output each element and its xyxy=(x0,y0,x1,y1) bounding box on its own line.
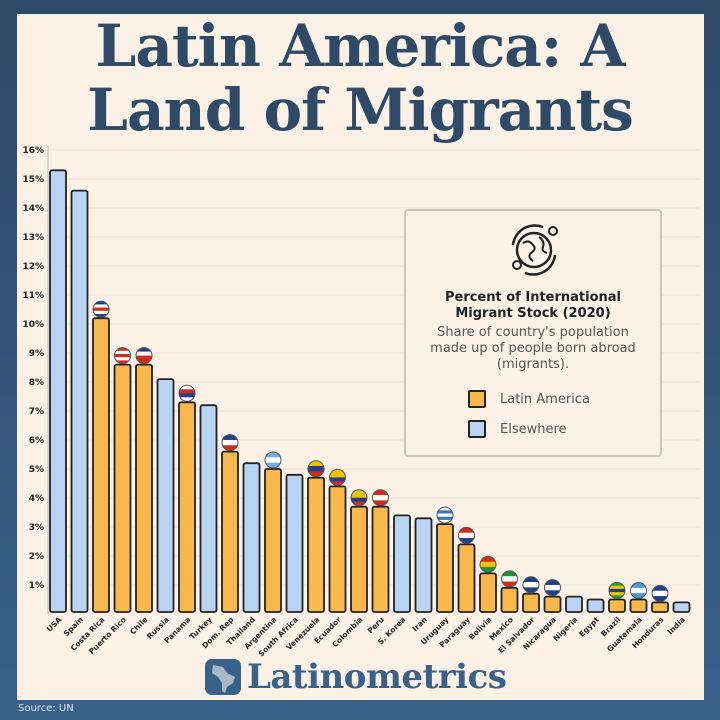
bar xyxy=(586,598,605,613)
legend-subtitle-line-3: (migrants). xyxy=(496,357,570,372)
bar xyxy=(672,601,691,613)
bar xyxy=(629,598,648,613)
flag-icon xyxy=(114,347,131,365)
y-tick-label: 2% xyxy=(29,552,44,562)
bar xyxy=(92,317,110,613)
legend-subtitle: Share of country's population made up of… xyxy=(406,325,660,373)
bar xyxy=(178,401,196,613)
flag-icon xyxy=(178,384,196,402)
flag-icon xyxy=(135,347,153,365)
y-tick-label: 10% xyxy=(22,320,44,330)
y-tick-label: 9% xyxy=(29,349,44,359)
title-line-2: Land of Migrants xyxy=(87,76,634,144)
y-tick-label: 4% xyxy=(29,494,44,504)
legend-swatch-elsewhere xyxy=(468,420,486,438)
y-tick-label: 15% xyxy=(22,175,44,185)
bar xyxy=(608,598,626,613)
globe-migration-icon xyxy=(511,224,558,276)
flag-icon xyxy=(522,576,540,594)
bar xyxy=(371,505,390,613)
bar xyxy=(156,378,175,613)
title-line-1: Latin America: A xyxy=(95,12,626,80)
flag-icon xyxy=(92,300,110,318)
y-tick-label: 8% xyxy=(29,378,44,388)
y-tick-label: 5% xyxy=(29,465,44,475)
bar xyxy=(328,485,347,613)
bar xyxy=(436,523,454,613)
bar xyxy=(242,462,261,613)
legend: Percent of International Migrant Stock (… xyxy=(404,209,662,457)
bar xyxy=(285,473,304,613)
flag-icon xyxy=(264,451,282,469)
bar xyxy=(500,587,519,613)
y-tick-label: 12% xyxy=(22,262,44,272)
y-tick-label: 3% xyxy=(29,523,44,533)
bar xyxy=(264,468,282,613)
flag-icon xyxy=(307,460,325,478)
bar xyxy=(113,363,132,613)
y-tick-label: 11% xyxy=(22,291,44,301)
y-tick-label: 6% xyxy=(29,436,44,446)
flag-icon xyxy=(544,579,561,597)
flag-icon xyxy=(372,489,389,507)
legend-subtitle-line-1: Share of country's population xyxy=(437,325,629,340)
source-note: Source: UN xyxy=(18,703,74,714)
x-tick-label: USA xyxy=(45,615,64,634)
flag-icon xyxy=(221,434,239,452)
bar xyxy=(414,517,433,613)
bar xyxy=(199,404,218,613)
x-tick-label: India xyxy=(666,615,687,636)
y-tick-label: 16% xyxy=(22,146,44,156)
bar xyxy=(135,363,153,613)
legend-label-latin-america: Latin America xyxy=(500,391,590,407)
bar xyxy=(522,592,540,613)
legend-label-elsewhere: Elsewhere xyxy=(500,421,567,437)
flag-icon xyxy=(436,506,454,524)
legend-swatch-latin-america xyxy=(468,390,486,408)
flag-icon xyxy=(479,555,497,573)
legend-title-line-2: Migrant Stock (2020) xyxy=(455,306,611,321)
flag-icon xyxy=(608,582,626,599)
x-tick-label: Iran xyxy=(411,615,429,633)
bar xyxy=(543,595,562,613)
flag-icon xyxy=(350,489,368,507)
legend-item-latin-america: Latin America xyxy=(468,390,590,408)
x-tick-label: Egypt xyxy=(577,615,601,639)
bar xyxy=(221,450,239,613)
bar xyxy=(70,189,89,613)
legend-title-line-1: Percent of International xyxy=(444,290,622,305)
flag-icon xyxy=(329,468,346,486)
bar xyxy=(307,476,325,613)
bar xyxy=(565,595,583,613)
brand-logo: Latinometrics xyxy=(205,657,507,697)
latin-america-map-icon xyxy=(205,659,241,695)
y-tick-label: 13% xyxy=(22,233,44,243)
bar xyxy=(393,514,411,613)
bar xyxy=(651,601,669,613)
y-tick-label: 1% xyxy=(29,581,44,591)
y-tick-label: 14% xyxy=(22,204,44,214)
brand-name: Latinometrics xyxy=(247,657,507,697)
legend-title: Percent of International Migrant Stock (… xyxy=(406,290,660,322)
bar xyxy=(479,572,497,613)
bar xyxy=(457,543,476,613)
flag-icon xyxy=(501,570,518,588)
flag-icon xyxy=(651,584,669,602)
legend-subtitle-line-2: made up of people born abroad xyxy=(430,341,636,356)
bar xyxy=(350,505,368,613)
legend-item-elsewhere: Elsewhere xyxy=(468,420,567,438)
y-tick-label: 7% xyxy=(29,407,44,417)
flag-icon xyxy=(458,526,475,544)
bar xyxy=(49,169,67,613)
flag-icon xyxy=(630,582,647,599)
